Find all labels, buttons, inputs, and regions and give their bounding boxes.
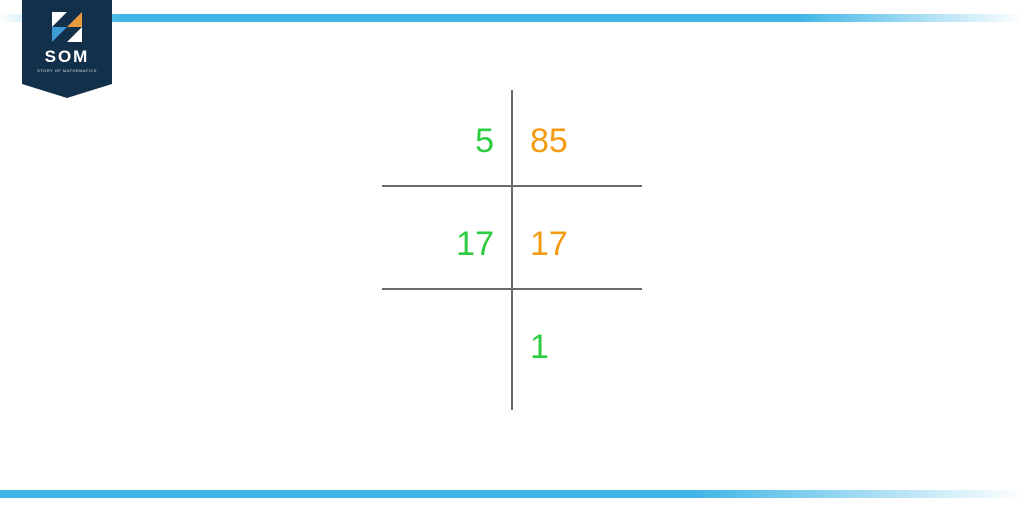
divisor-cell: 17 [382,225,512,264]
quotient-cell: 85 [512,122,642,161]
ladder-row-1: 17 17 [382,225,642,264]
logo-badge: SOM STORY OF MATHEMATICS [22,0,112,100]
ladder-row-0: 5 85 [382,122,642,161]
bottom-accent-stripe [0,490,1024,498]
quotient-cell: 17 [512,225,642,264]
logo-tri-bl [52,27,67,42]
divisor-cell: 5 [382,122,512,161]
logo-mark [52,12,82,42]
horizontal-line-0 [382,185,642,187]
logo-tri-tl [52,12,67,27]
logo-tri-br [67,27,82,42]
horizontal-line-1 [382,288,642,290]
top-accent-stripe [0,14,1024,22]
final-quotient-cell: 1 [512,328,642,367]
logo-title: SOM [45,48,90,65]
logo-badge-body: SOM STORY OF MATHEMATICS [22,0,112,84]
logo-badge-tail [22,84,112,98]
logo-tri-tr [67,12,82,27]
logo-subtitle: STORY OF MATHEMATICS [37,68,97,73]
factorization-diagram: 5 85 17 17 1 [382,90,642,410]
ladder-row-2: 1 [382,328,642,367]
